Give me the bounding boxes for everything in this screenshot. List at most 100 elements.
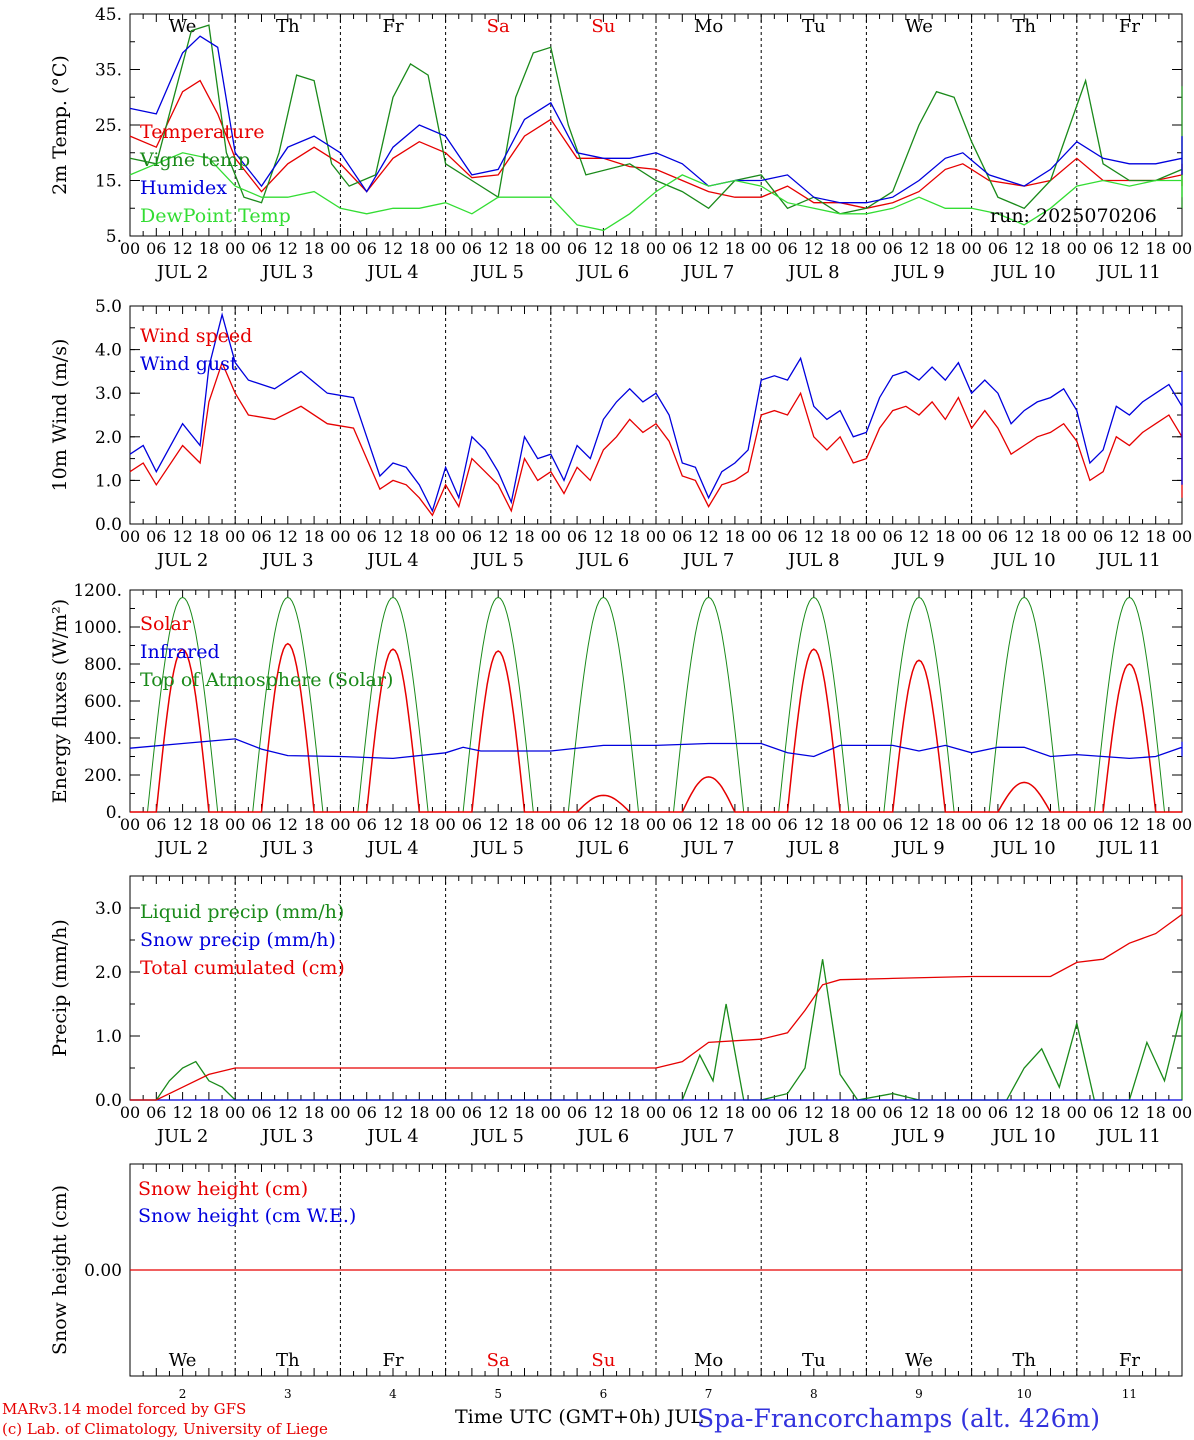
hour-tick-label: 06 xyxy=(462,527,482,546)
day-label: JUL 8 xyxy=(786,262,840,283)
hour-tick-label: 00 xyxy=(330,239,350,258)
hour-tick-label: 06 xyxy=(672,1103,692,1122)
day-number-label: 3 xyxy=(284,1387,292,1401)
legend-entry: Solar xyxy=(140,613,192,635)
hour-tick-label: 06 xyxy=(777,1103,797,1122)
day-label: JUL 11 xyxy=(1096,262,1161,283)
weekday-label: Mo xyxy=(694,16,723,37)
run-annotation: run: 2025070206 xyxy=(990,205,1157,227)
hour-tick-label: 06 xyxy=(567,1103,587,1122)
weekday-label: Fr xyxy=(382,1350,403,1371)
hour-tick-label: 00 xyxy=(646,239,666,258)
day-label: JUL 3 xyxy=(260,550,314,571)
hour-tick-label: 00 xyxy=(961,1103,981,1122)
hour-tick-label: 06 xyxy=(777,815,797,834)
footer-model-line: MARv3.14 model forced by GFS xyxy=(2,1400,247,1418)
day-label: JUL 2 xyxy=(155,838,209,859)
hour-tick-label: 06 xyxy=(462,1103,482,1122)
hour-tick-label: 18 xyxy=(514,239,534,258)
hour-tick-label: 18 xyxy=(1146,1103,1166,1122)
hour-tick-label: 18 xyxy=(514,527,534,546)
legend-entry: Infrared xyxy=(140,641,220,663)
y-tick-label: 1000. xyxy=(73,618,122,638)
hour-tick-label: 18 xyxy=(304,527,324,546)
day-number-label: 2 xyxy=(179,1387,187,1401)
hour-tick-label: 18 xyxy=(1040,527,1060,546)
legend-entry: DewPoint Temp xyxy=(140,205,291,227)
hour-tick-label: 00 xyxy=(856,239,876,258)
weekday-label: Tu xyxy=(802,1350,826,1371)
hour-tick-label: 18 xyxy=(514,815,534,834)
hour-tick-label: 18 xyxy=(725,815,745,834)
day-label: JUL 3 xyxy=(260,262,314,283)
day-label: JUL 5 xyxy=(470,550,524,571)
hour-tick-label: 00 xyxy=(435,815,455,834)
hour-tick-label: 12 xyxy=(172,239,192,258)
hour-tick-label: 00 xyxy=(225,815,245,834)
station-name: Spa-Francorchamps (alt. 426m) xyxy=(697,1404,1101,1433)
y-tick-label: 0.0 xyxy=(95,515,122,535)
hour-tick-label: 00 xyxy=(1067,815,1087,834)
hour-tick-label: 06 xyxy=(462,815,482,834)
day-label: JUL 7 xyxy=(681,1126,735,1147)
hour-tick-label: 12 xyxy=(488,527,508,546)
hour-tick-label: 00 xyxy=(541,815,561,834)
weekday-label: Su xyxy=(591,16,615,37)
day-number-label: 5 xyxy=(494,1387,502,1401)
hour-tick-label: 18 xyxy=(304,239,324,258)
hour-tick-label: 00 xyxy=(225,527,245,546)
hour-tick-label: 18 xyxy=(304,815,324,834)
hour-tick-label: 06 xyxy=(1093,815,1113,834)
hour-tick-label: 00 xyxy=(856,815,876,834)
hour-tick-label: 00 xyxy=(646,815,666,834)
day-label: JUL 3 xyxy=(260,1126,314,1147)
series-line xyxy=(130,959,1183,1101)
y-axis-label: Snow height (cm) xyxy=(49,1185,71,1355)
hour-tick-label: 00 xyxy=(961,239,981,258)
hour-tick-label: 12 xyxy=(383,527,403,546)
weekday-label: We xyxy=(905,16,933,37)
hour-tick-label: 18 xyxy=(1040,239,1060,258)
day-label: JUL 4 xyxy=(365,838,419,859)
day-label: JUL 10 xyxy=(991,1126,1056,1147)
legend-entry: Snow height (cm W.E.) xyxy=(138,1205,356,1227)
hour-tick-label: 00 xyxy=(120,815,140,834)
weekday-label: Sa xyxy=(487,1350,510,1371)
y-tick-label: 1.0 xyxy=(95,471,122,491)
hour-tick-label: 12 xyxy=(278,815,298,834)
hour-tick-label: 06 xyxy=(357,527,377,546)
hour-tick-label: 18 xyxy=(1146,239,1166,258)
hour-tick-label: 06 xyxy=(1093,239,1113,258)
day-label: JUL 4 xyxy=(365,550,419,571)
hour-tick-label: 00 xyxy=(751,527,771,546)
hour-tick-label: 00 xyxy=(330,815,350,834)
hour-tick-label: 18 xyxy=(199,527,219,546)
day-number-label: 4 xyxy=(389,1387,397,1401)
series-line xyxy=(129,738,1183,760)
hour-tick-label: 06 xyxy=(567,239,587,258)
hour-tick-label: 00 xyxy=(541,239,561,258)
hour-tick-label: 12 xyxy=(278,527,298,546)
day-number-label: 9 xyxy=(915,1387,923,1401)
hour-tick-label: 12 xyxy=(593,527,613,546)
legend-entry: Top of Atmosphere (Solar) xyxy=(140,669,393,691)
hour-tick-label: 00 xyxy=(961,527,981,546)
hour-tick-label: 06 xyxy=(357,1103,377,1122)
hour-tick-label: 00 xyxy=(646,1103,666,1122)
weekday-label: We xyxy=(169,16,197,37)
hour-tick-label: 18 xyxy=(830,527,850,546)
footer-copyright-line: (c) Lab. of Climatology, University of L… xyxy=(2,1420,328,1438)
hour-tick-label: 18 xyxy=(199,1103,219,1122)
hour-tick-label: 12 xyxy=(172,527,192,546)
hour-tick-label: 18 xyxy=(1040,815,1060,834)
hour-tick-label: 18 xyxy=(620,815,640,834)
hour-tick-label: 12 xyxy=(593,239,613,258)
series-line xyxy=(129,152,1183,232)
hour-tick-label: 06 xyxy=(883,239,903,258)
hour-tick-label: 00 xyxy=(646,527,666,546)
hour-tick-label: 18 xyxy=(935,1103,955,1122)
hour-tick-label: 18 xyxy=(620,239,640,258)
hour-tick-label: 12 xyxy=(909,527,929,546)
weekday-label: Su xyxy=(591,1350,615,1371)
hour-tick-label: 06 xyxy=(883,1103,903,1122)
